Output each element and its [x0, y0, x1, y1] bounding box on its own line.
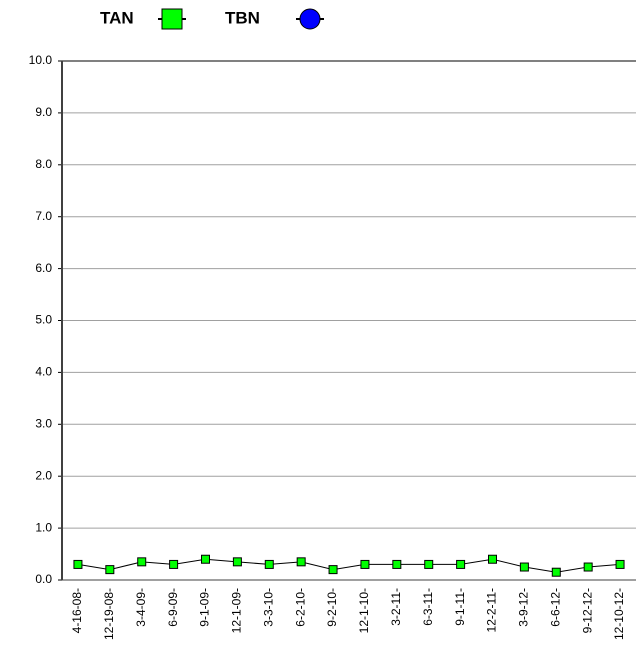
- y-tick-label: 5.0: [35, 313, 52, 327]
- data-point: [424, 559, 434, 569]
- legend-label: TBN: [225, 8, 260, 27]
- data-point: [264, 559, 274, 569]
- y-tick-label: 8.0: [35, 157, 52, 171]
- y-tick-label: 3.0: [35, 416, 52, 430]
- data-point: [137, 557, 147, 567]
- data-point: [519, 562, 529, 572]
- data-point: [551, 567, 561, 577]
- x-tick-label: 12-10-12-: [612, 588, 626, 640]
- y-tick-label: 2.0: [35, 468, 52, 482]
- x-tick-label: 9-12-12-: [580, 588, 594, 633]
- series-line: [77, 558, 621, 573]
- x-tick-label: 12-2-11-: [485, 588, 499, 632]
- legend-label: TAN: [100, 8, 134, 27]
- y-tick-label: 7.0: [35, 209, 52, 223]
- data-point: [392, 559, 402, 569]
- data-point: [105, 565, 115, 575]
- x-tick-label: 6-6-12-: [548, 588, 562, 627]
- x-tick-label: 6-9-09-: [166, 588, 180, 627]
- data-point: [201, 554, 210, 564]
- legend-icon: [299, 8, 321, 30]
- x-tick-label: 3-3-10-: [261, 588, 275, 627]
- x-tick-label: 3-9-12-: [517, 588, 531, 627]
- x-tick-label: 6-2-10-: [293, 588, 307, 627]
- data-point: [360, 559, 370, 569]
- y-tick-label: 6.0: [35, 261, 52, 275]
- y-tick-label: 0.0: [35, 572, 52, 586]
- y-tick-label: 1.0: [35, 520, 52, 534]
- x-tick-label: 9-1-09-: [198, 588, 212, 627]
- data-point: [169, 559, 179, 569]
- y-tick-label: 9.0: [35, 105, 52, 119]
- data-point: [73, 559, 83, 569]
- x-tick-label: 12-1-09-: [230, 588, 244, 633]
- x-tick-label: 4-16-08-: [70, 588, 84, 633]
- x-tick-label: 3-4-09-: [134, 588, 148, 627]
- x-tick-label: 9-1-11-: [453, 588, 467, 626]
- x-tick-label: 12-19-08-: [102, 588, 116, 640]
- x-tick-label: 9-2-10-: [325, 588, 339, 627]
- data-point: [232, 557, 242, 567]
- data-point: [615, 559, 625, 569]
- y-tick-label: 4.0: [35, 365, 52, 379]
- x-tick-label: 12-1-10-: [357, 588, 371, 633]
- data-point: [296, 557, 306, 567]
- data-point: [488, 554, 497, 564]
- data-point: [328, 565, 338, 575]
- data-point: [583, 562, 593, 572]
- x-tick-label: 3-2-11-: [389, 588, 403, 626]
- data-point: [456, 559, 466, 569]
- legend-icon: [161, 8, 183, 30]
- y-tick-label: 10.0: [29, 53, 53, 67]
- x-tick-label: 6-3-11-: [421, 588, 435, 626]
